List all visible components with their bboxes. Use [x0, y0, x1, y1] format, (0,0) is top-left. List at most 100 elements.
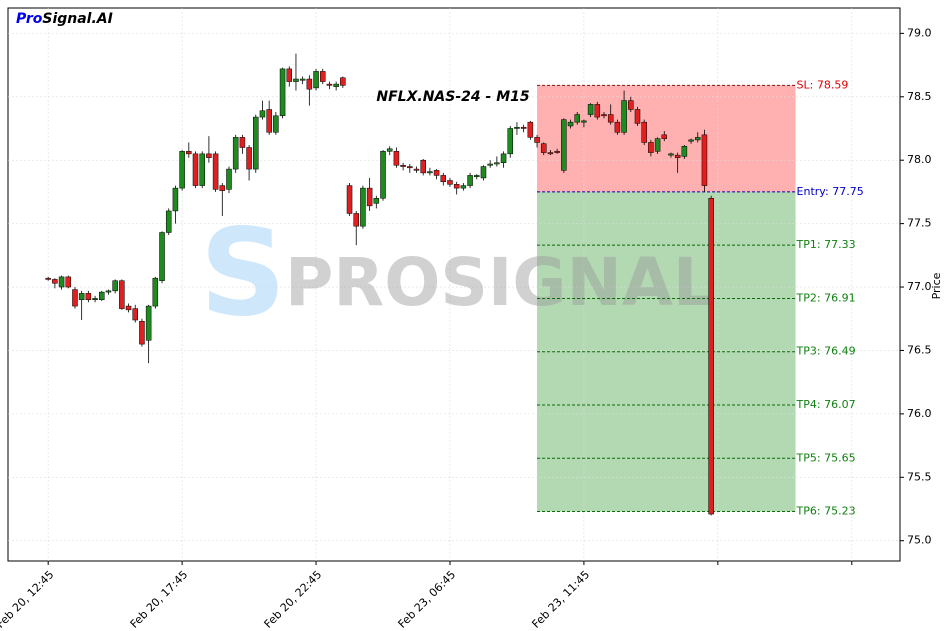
candle-body: [661, 134, 668, 139]
y-tick-label: 76.0: [907, 407, 932, 420]
candle-body: [413, 168, 420, 171]
candle-body: [487, 163, 493, 166]
level-label: TP5: 75.65: [796, 451, 856, 464]
level-label: TP2: 76.91: [796, 291, 856, 304]
level-label: TP6: 75.23: [796, 505, 856, 518]
zone: [537, 191, 796, 512]
candle-body: [681, 146, 688, 157]
candle-body: [607, 114, 614, 123]
brand-pro: Pro: [16, 11, 43, 27]
candle-body: [45, 277, 51, 280]
candle-body: [547, 152, 554, 155]
candle-body: [226, 168, 232, 190]
candle-body: [534, 137, 540, 143]
candle-body: [92, 298, 98, 300]
candle-body: [641, 121, 647, 143]
candle-body: [326, 83, 333, 86]
candle-body: [286, 68, 293, 82]
level-label: TP4: 76.07: [796, 398, 856, 411]
levels: SL: 78.59 Entry: 77.75 TP1: 77.33 TP2: 76.9…: [537, 78, 864, 518]
candle-body: [319, 71, 326, 82]
candle-body: [72, 289, 78, 307]
candle-body: [694, 137, 701, 141]
candle-body: [199, 153, 205, 186]
candle-body: [474, 175, 480, 177]
candle-body: [427, 171, 433, 174]
candle-body: [192, 153, 199, 186]
level-label: TP3: 76.49: [796, 345, 856, 358]
candle-body: [152, 277, 159, 307]
y-tick-label: 76.5: [907, 343, 932, 356]
candle-body: [306, 78, 313, 90]
grid: [8, 8, 900, 561]
candle-body: [494, 162, 500, 165]
candle-body: [587, 104, 594, 115]
candle-body: [85, 293, 92, 300]
candle-body: [407, 166, 413, 169]
y-tick-label: 78.0: [907, 153, 932, 166]
candle-body: [567, 121, 574, 127]
candle-body: [507, 128, 514, 155]
candle-body: [299, 78, 306, 81]
candle-body: [420, 159, 426, 174]
candle-body: [279, 68, 286, 117]
candle-body: [701, 134, 708, 186]
candle-body: [333, 83, 339, 87]
candle-body: [253, 116, 259, 170]
candle-body: [440, 175, 447, 183]
candle-body: [614, 121, 621, 133]
x-tick-label: Feb 20, 22:45: [262, 568, 325, 631]
candle-body: [340, 77, 346, 86]
candle-body: [219, 185, 226, 191]
candle-body: [674, 154, 681, 158]
candle-body: [460, 185, 467, 189]
chart-title: NFLX.NAS-24 - M15: [376, 89, 529, 105]
y-tick-label: 77.0: [907, 280, 932, 293]
candle-body: [708, 198, 714, 515]
candle-body: [346, 185, 353, 214]
candle-body: [581, 120, 587, 123]
candle-body: [467, 175, 473, 186]
candle-body: [688, 139, 694, 142]
candle-body: [145, 305, 152, 341]
candle-body: [621, 100, 627, 133]
candle-body: [246, 147, 252, 170]
candle-body: [668, 153, 674, 156]
candle-body: [360, 187, 366, 227]
candle-body: [266, 109, 272, 133]
candle-body: [212, 153, 219, 190]
candle-body: [125, 305, 132, 311]
candle-body: [65, 276, 72, 288]
candle-body: [373, 198, 380, 204]
candle-body: [186, 151, 192, 155]
level-label: TP1: 77.33: [796, 238, 856, 251]
candle-body: [520, 126, 527, 129]
candle-body: [132, 308, 138, 321]
candle-body: [159, 232, 165, 281]
candle-body: [232, 137, 239, 170]
y-tick-label: 79.0: [907, 26, 932, 39]
y-tick-label: 78.5: [907, 90, 932, 103]
candle-body: [239, 137, 246, 148]
candle-body: [648, 142, 654, 153]
candle-body: [259, 110, 266, 118]
x-tick-label: Feb 20, 12:45: [0, 568, 56, 631]
candle-body: [433, 170, 440, 176]
y-tick-label: 75.5: [907, 470, 932, 483]
candle-body: [514, 126, 520, 129]
candle-body: [105, 290, 112, 293]
level-label: SL: 78.59: [797, 78, 849, 91]
candle-body: [654, 138, 661, 152]
x-tick-label: Feb 20, 17:45: [128, 568, 191, 631]
y-tick-label: 77.5: [907, 217, 932, 230]
y-axis-label: Price: [930, 272, 943, 299]
watermark: PROSIGNAL: [285, 244, 715, 321]
candle-body: [400, 165, 406, 167]
candle-body: [293, 78, 299, 82]
candle-body: [165, 210, 172, 233]
brand-rest: Signal.AI: [42, 11, 112, 27]
candle-body: [366, 187, 373, 207]
candle-body: [139, 321, 145, 345]
